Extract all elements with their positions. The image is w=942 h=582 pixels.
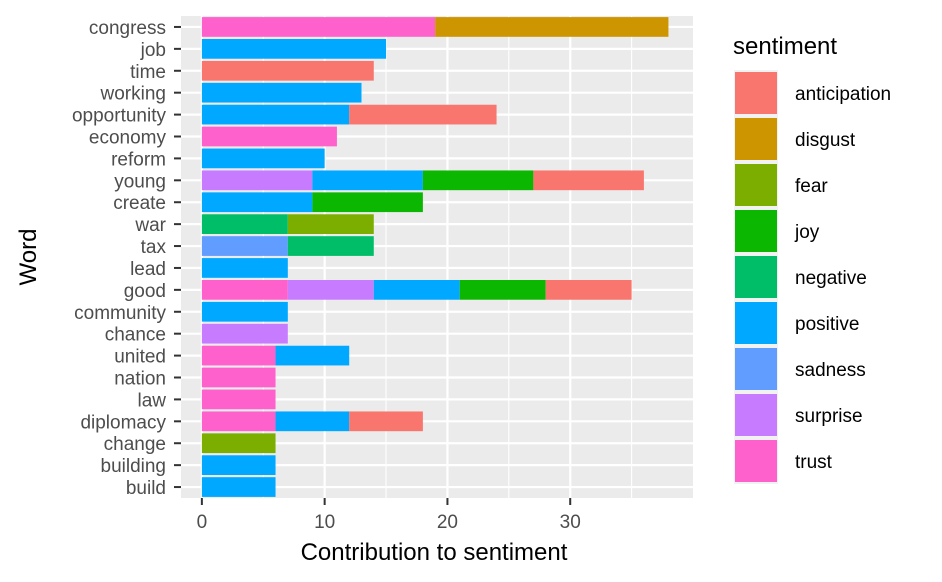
bar-young-joy	[422, 170, 534, 191]
y-tick-label-reform: reform	[111, 149, 166, 170]
y-tick-label-congress: congress	[89, 18, 166, 39]
bar-united-positive	[275, 345, 350, 366]
bar-create-positive	[201, 192, 313, 213]
bar-congress-disgust	[435, 17, 669, 37]
y-tick-label-tax: tax	[141, 237, 167, 258]
y-axis-title: Word	[15, 229, 42, 286]
bar-congress-trust	[201, 17, 436, 37]
legend: sentiment anticipation disgust fear joy nega…	[733, 33, 891, 484]
x-axis-title: Contribution to sentiment	[301, 539, 568, 566]
bar-working-positive	[201, 82, 362, 103]
y-tick-label-diplomacy: diplomacy	[80, 412, 166, 433]
bar-good-joy	[459, 280, 546, 300]
legend-swatch-joy	[735, 210, 777, 252]
legend-swatch-disgust	[735, 118, 777, 160]
y-tick-label-young: young	[114, 171, 166, 192]
bar-time-anticipation	[201, 60, 374, 81]
bar-united-trust	[201, 345, 276, 366]
bar-job-positive	[201, 39, 387, 59]
legend-swatch-surprise	[735, 394, 777, 436]
x-tick-label-30: 30	[560, 512, 581, 533]
legend-label-sadness: sadness	[795, 360, 866, 381]
legend-swatch-fear	[735, 164, 777, 206]
bar-nation-trust	[201, 367, 276, 388]
bar-good-anticipation	[545, 280, 632, 300]
legend-swatch-anticipation	[735, 72, 777, 114]
y-tick-label-building: building	[101, 456, 167, 477]
legend-swatch-positive	[735, 302, 777, 344]
bar-lead-positive	[201, 258, 288, 278]
legend-label-trust: trust	[795, 452, 833, 473]
legend-swatch-trust	[735, 440, 777, 482]
y-tick-label-community: community	[74, 303, 166, 324]
legend-label-surprise: surprise	[795, 406, 863, 427]
legend-label-negative: negative	[795, 268, 867, 289]
bar-opportunity-anticipation	[349, 104, 497, 125]
bar-war-fear	[287, 214, 374, 234]
x-axis: 0 10 20 30	[197, 498, 581, 533]
bar-opportunity-positive	[201, 104, 350, 125]
legend-label-joy: joy	[794, 222, 820, 243]
bar-chance-surprise	[201, 323, 288, 344]
y-axis: congressjobtimeworkingopportunityeconomy…	[72, 18, 181, 499]
y-tick-label-economy: economy	[89, 128, 167, 149]
legend-swatch-negative	[735, 256, 777, 298]
y-tick-label-opportunity: opportunity	[72, 106, 167, 127]
bar-war-negative	[201, 214, 288, 234]
y-tick-label-good: good	[124, 281, 166, 302]
bar-reform-positive	[201, 148, 325, 169]
bar-economy-trust	[201, 126, 337, 147]
legend-label-positive: positive	[795, 314, 859, 335]
bar-tax-sadness	[201, 236, 288, 256]
bar-diplomacy-anticipation	[349, 411, 423, 432]
bar-law-trust	[201, 389, 276, 410]
legend-label-anticipation: anticipation	[795, 84, 891, 105]
bar-diplomacy-trust	[201, 411, 276, 432]
x-tick-label-10: 10	[314, 512, 335, 533]
y-tick-label-time: time	[130, 62, 166, 83]
y-tick-label-war: war	[134, 215, 166, 236]
legend-label-fear: fear	[795, 176, 828, 197]
y-tick-label-build: build	[126, 478, 166, 499]
x-tick-label-0: 0	[197, 512, 208, 533]
bar-young-surprise	[201, 170, 313, 191]
bar-tax-negative	[287, 236, 374, 256]
y-tick-label-change: change	[104, 434, 166, 455]
bar-good-surprise	[287, 280, 374, 300]
bar-young-anticipation	[533, 170, 644, 191]
bars	[201, 17, 669, 497]
bar-change-fear	[201, 433, 276, 454]
bar-community-positive	[201, 301, 288, 322]
y-tick-label-job: job	[140, 40, 166, 61]
bar-young-positive	[312, 170, 423, 191]
legend-title: sentiment	[733, 33, 837, 60]
bar-good-trust	[201, 280, 288, 300]
legend-label-disgust: disgust	[795, 130, 856, 151]
y-tick-label-law: law	[137, 390, 166, 411]
x-tick-label-20: 20	[437, 512, 458, 533]
legend-swatch-sadness	[735, 348, 777, 390]
y-tick-label-chance: chance	[105, 325, 166, 346]
bar-diplomacy-positive	[275, 411, 350, 432]
y-tick-label-united: united	[114, 347, 166, 368]
y-tick-label-lead: lead	[130, 259, 166, 280]
bar-build-positive	[201, 477, 276, 497]
y-tick-label-working: working	[100, 84, 166, 105]
y-tick-label-create: create	[113, 193, 166, 214]
bar-building-positive	[201, 455, 276, 475]
bar-create-joy	[312, 192, 423, 213]
y-tick-label-nation: nation	[114, 369, 166, 390]
bar-good-positive	[373, 280, 460, 300]
